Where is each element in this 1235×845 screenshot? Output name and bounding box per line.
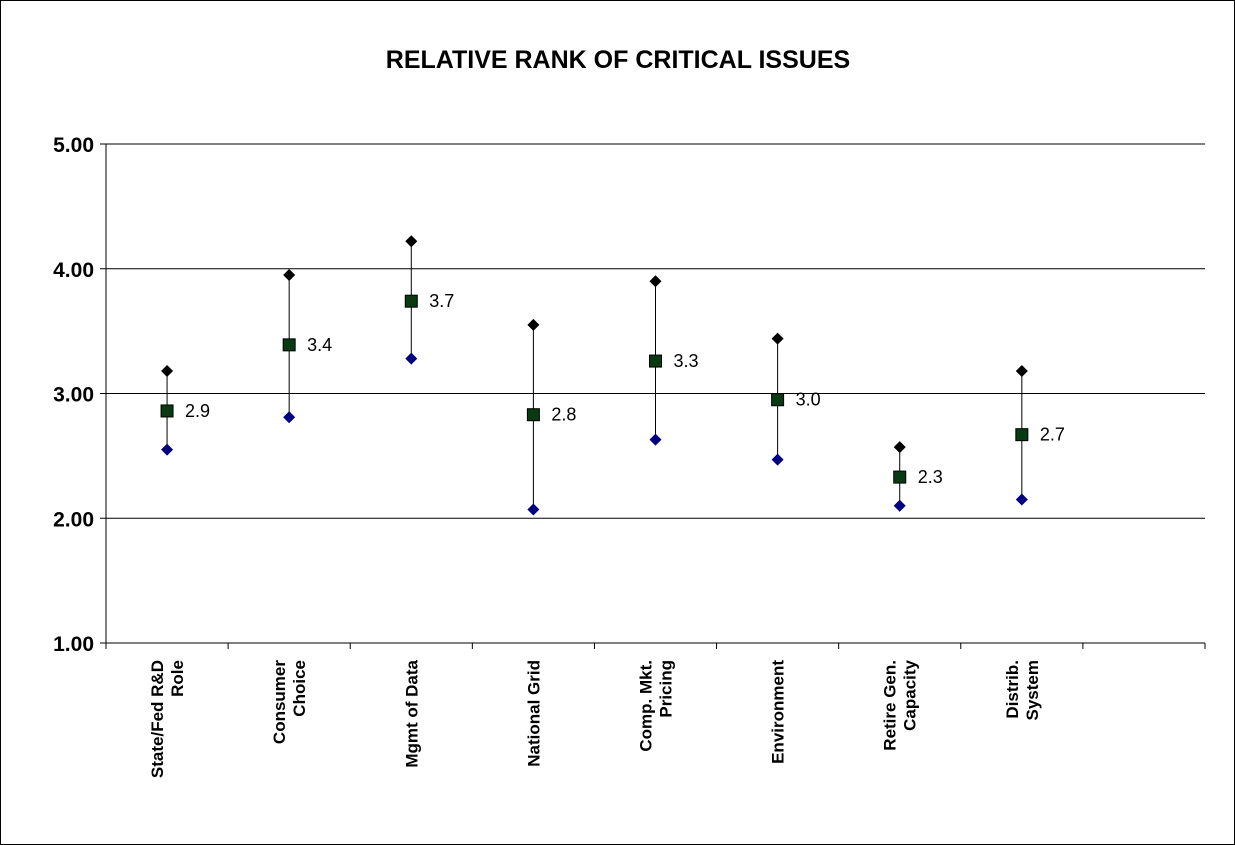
- x-tick-labels: State/Fed R&D Role Consumer Choice Mgmt of D…: [148, 659, 1042, 778]
- y-tick-labels: 1.00 2.00 3.00 4.00 5.00: [53, 134, 94, 656]
- data-label: 3.7: [429, 291, 454, 311]
- mean-point: [771, 393, 785, 407]
- mean-point: [893, 470, 907, 484]
- axes: [100, 143, 1206, 649]
- x-tick-label: State/Fed R&D: [148, 660, 167, 778]
- high-point: [283, 268, 296, 281]
- low-point: [161, 443, 174, 456]
- high-point: [649, 275, 662, 288]
- data-series: 2.9 3.4 3.7 2.8 3.3 3.0 2.3 2.7: [160, 235, 1065, 516]
- low-point: [771, 453, 784, 466]
- mean-point: [160, 404, 174, 418]
- low-point: [283, 411, 296, 424]
- x-tick-label: Retire Gen.: [881, 660, 900, 751]
- mean-point: [649, 354, 662, 368]
- data-label: 2.3: [918, 467, 943, 487]
- x-tick-label: Comp. Mkt.: [637, 660, 656, 752]
- x-tick-label: Consumer: [270, 660, 289, 744]
- data-label: 2.8: [551, 405, 576, 425]
- mean-point: [526, 408, 540, 422]
- mean-point: [404, 294, 418, 308]
- low-point: [527, 503, 540, 516]
- x-tick-label: Capacity: [901, 659, 920, 730]
- high-point: [527, 318, 540, 331]
- mean-point: [1015, 428, 1029, 442]
- x-tick-label: National Grid: [524, 660, 543, 767]
- high-point: [1015, 365, 1028, 378]
- data-label: 3.3: [674, 351, 699, 371]
- data-label: 3.0: [796, 390, 821, 410]
- high-point: [161, 365, 174, 378]
- x-tick-label: Choice: [290, 660, 309, 717]
- low-point: [649, 433, 662, 446]
- x-tick-label: System: [1023, 660, 1042, 720]
- x-tick-label: Distrib.: [1003, 660, 1022, 719]
- data-label: 3.4: [307, 335, 332, 355]
- x-tick-label: Mgmt of Data: [402, 659, 421, 767]
- x-tick-label: Role: [168, 660, 187, 697]
- mean-point: [282, 338, 296, 352]
- data-label: 2.7: [1040, 425, 1065, 445]
- y-tick-label: 4.00: [53, 259, 94, 282]
- y-tick-label: 1.00: [53, 633, 94, 656]
- y-tick-label: 5.00: [53, 134, 94, 157]
- high-point: [405, 235, 418, 248]
- chart-title: RELATIVE RANK OF CRITICAL ISSUES: [386, 46, 850, 74]
- low-point: [1015, 493, 1028, 506]
- high-point: [893, 441, 906, 454]
- low-point: [405, 352, 418, 365]
- x-tick-label: Pricing: [657, 660, 676, 718]
- x-tick-label: Environment: [769, 660, 788, 764]
- y-tick-label: 2.00: [53, 508, 94, 531]
- data-label: 2.9: [185, 401, 210, 421]
- y-tick-label: 3.00: [53, 384, 94, 407]
- low-point: [893, 499, 906, 512]
- high-point: [771, 332, 784, 345]
